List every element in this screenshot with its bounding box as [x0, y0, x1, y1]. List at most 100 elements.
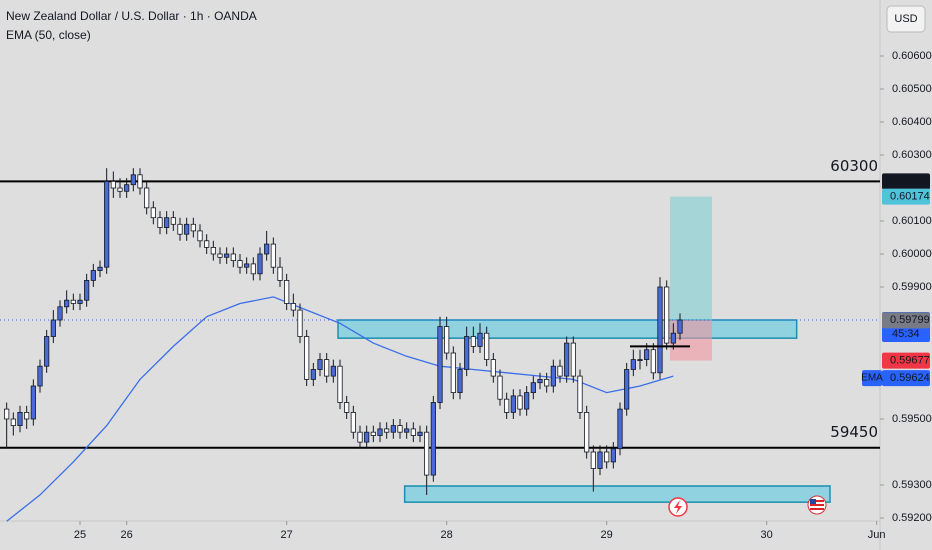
candle-body — [430, 402, 436, 476]
candle-body — [4, 408, 10, 420]
y-tick-label: 0.59200 — [892, 512, 932, 524]
currency-label[interactable]: USD — [894, 13, 917, 25]
chart-title: New Zealand Dollar / U.S. Dollar · 1h · … — [6, 9, 257, 23]
price-label: 0.59624 — [890, 372, 930, 384]
target-area — [670, 196, 712, 320]
candle-body — [117, 187, 123, 192]
x-tick-label: 27 — [281, 529, 293, 541]
candle-body — [70, 299, 76, 304]
candle-body — [224, 253, 230, 258]
price-label: 0.59677 — [890, 354, 930, 366]
candle-body — [370, 431, 376, 436]
candle-body — [324, 359, 330, 377]
ema-line — [6, 296, 674, 522]
candle-body — [210, 246, 216, 255]
candle-body — [364, 431, 370, 443]
candle-body — [504, 398, 510, 413]
candle-body — [630, 359, 636, 370]
candle-body — [470, 336, 476, 347]
candle-body — [284, 279, 290, 304]
candle-body — [57, 306, 63, 321]
price-label-box — [882, 352, 930, 369]
candle-body — [164, 217, 170, 228]
candle-body — [437, 326, 443, 403]
price-label: 0.60174 — [890, 190, 930, 202]
candle-body — [304, 336, 310, 380]
currency-button[interactable] — [886, 5, 926, 33]
tag-label: EMA — [861, 373, 883, 384]
candle-body — [590, 451, 596, 469]
candle-body — [250, 263, 256, 275]
candle-body — [577, 375, 583, 413]
candle-body — [677, 319, 683, 334]
plot-area — [0, 168, 880, 522]
candle-body — [404, 428, 410, 433]
y-tick-label: 0.59300 — [892, 479, 932, 491]
candle-body — [84, 279, 90, 301]
candle-body — [17, 411, 23, 426]
candle-body — [550, 365, 556, 387]
candle-body — [424, 431, 430, 476]
price-label-box — [882, 370, 930, 387]
flag-stripe — [810, 504, 824, 506]
candle-body — [637, 359, 643, 362]
event-bolt — [674, 500, 682, 514]
candle-body — [190, 223, 196, 232]
x-tick-label: Jun — [868, 529, 886, 541]
y-tick-label: 0.60500 — [892, 83, 932, 95]
candle-body — [584, 411, 590, 453]
price-label-box — [882, 312, 930, 329]
candle-body — [570, 342, 576, 377]
candle-body — [417, 431, 423, 436]
event-icon[interactable] — [668, 497, 688, 517]
candle-body — [597, 451, 603, 469]
x-tick-label: 30 — [761, 529, 773, 541]
y-tick-label: 0.60100 — [892, 215, 932, 227]
stop-area — [670, 320, 712, 361]
candle-body — [44, 336, 50, 367]
candle-body — [344, 402, 350, 413]
level-label: 60300 — [830, 157, 878, 175]
candle-body — [457, 369, 463, 394]
candle-body — [497, 375, 503, 400]
x-tick-label: 28 — [441, 529, 453, 541]
candle-body — [390, 425, 396, 433]
countdown: 45:34 — [892, 328, 920, 340]
y-tick-label: 0.59900 — [892, 281, 932, 293]
flag-icon[interactable] — [807, 495, 827, 515]
candle-body — [670, 332, 676, 344]
candle-body — [484, 332, 490, 361]
candle-body — [337, 365, 343, 403]
candle-body — [110, 180, 116, 189]
candle-body — [317, 359, 323, 370]
flag-canton — [810, 499, 816, 504]
candle-body — [77, 299, 83, 304]
candle-body — [244, 263, 250, 268]
flag-stripe — [810, 508, 824, 510]
candle-body — [384, 428, 390, 433]
candle-body — [270, 243, 276, 268]
candle-body — [237, 260, 243, 268]
candle-body — [490, 359, 496, 377]
y-tick-label: 0.60600 — [892, 50, 932, 62]
candle-body — [397, 425, 403, 433]
price-label: 0.60220 — [890, 175, 930, 187]
candle-body — [610, 448, 616, 463]
candle-body — [477, 332, 483, 347]
candle-body — [450, 352, 456, 393]
candle-body — [170, 217, 176, 225]
y-tick-label: 0.60000 — [892, 248, 932, 260]
level-label: 59450 — [830, 423, 878, 441]
tag-box — [862, 370, 882, 387]
candle-body — [137, 174, 143, 189]
candle-body — [104, 180, 110, 268]
candle-body — [297, 309, 303, 337]
candle-body — [517, 395, 523, 410]
candle-body — [650, 349, 656, 374]
indicator-label: EMA (50, close) — [6, 28, 91, 42]
candle-body — [90, 270, 96, 281]
candle-body — [530, 382, 536, 394]
candle-body — [184, 223, 190, 235]
candle-body — [124, 184, 130, 192]
